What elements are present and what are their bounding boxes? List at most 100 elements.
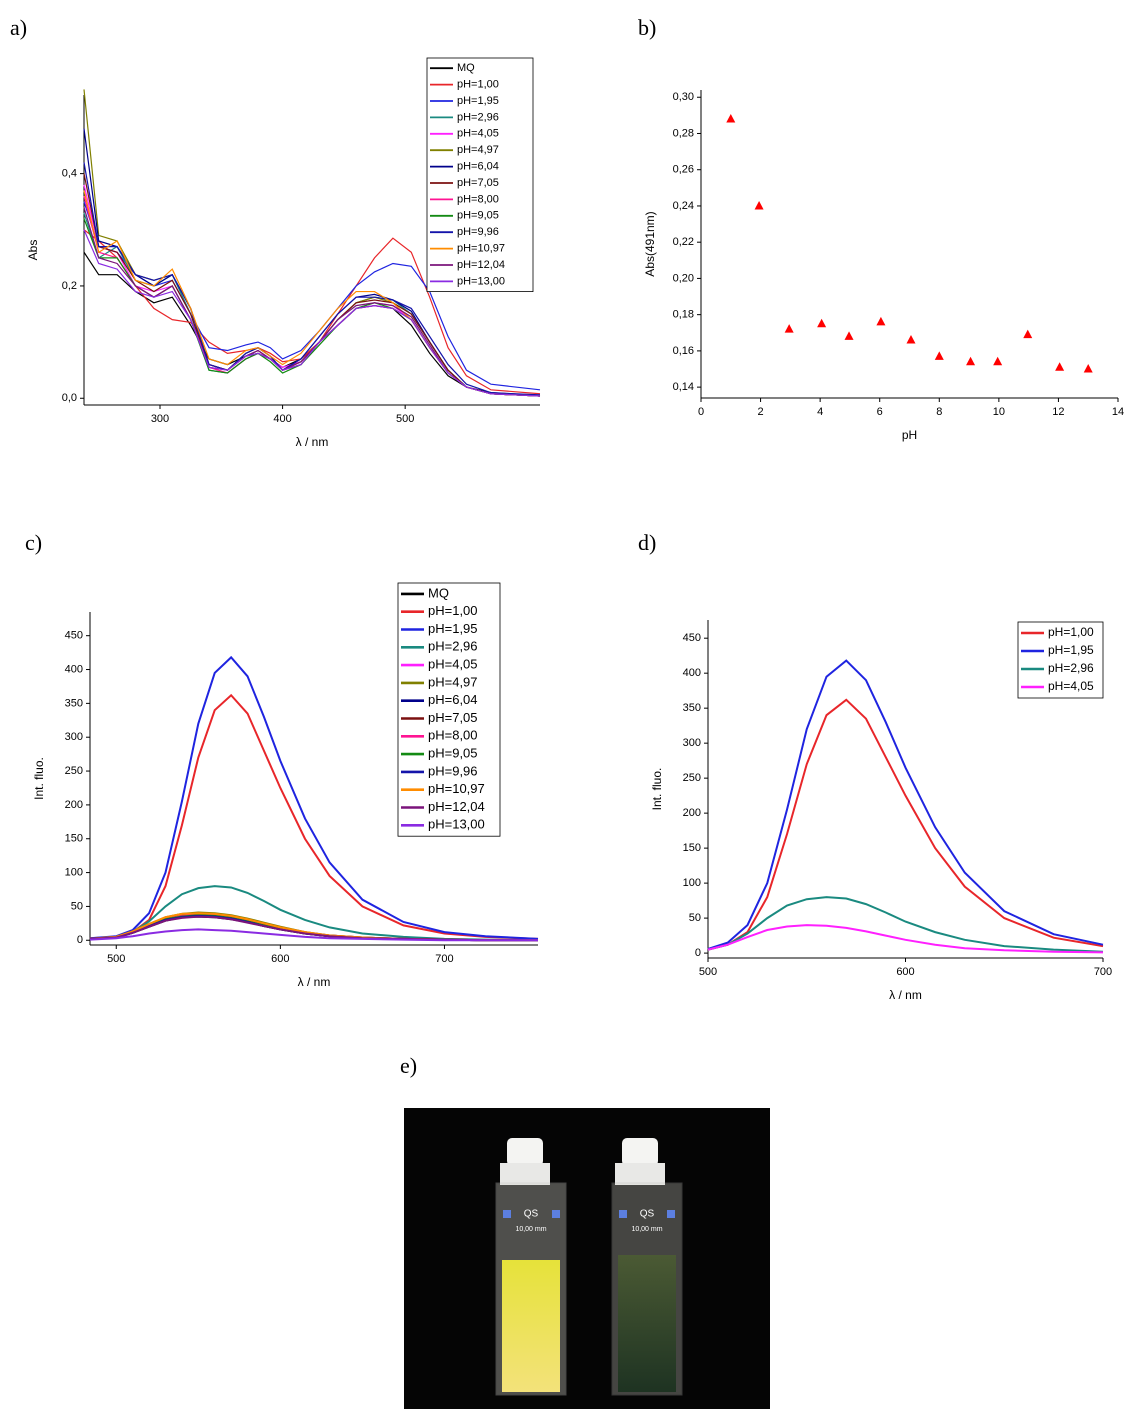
y-axis-label: Abs(491nm) [643,211,657,276]
data-line [83,229,541,397]
chart: a) 300 400 500 0,0 0,2 0,4 λ / nm Abs MQ pH=1,00 pH… [10,15,541,449]
x-tick-label: 500 [699,966,717,978]
y-tick-label: 350 [683,702,701,714]
photo-background [404,1108,770,1409]
legend-label: pH=13,00 [428,817,485,832]
x-tick-label: 700 [1094,966,1112,978]
legend-label: pH=1,00 [457,79,499,91]
x-axis-label: pH [902,428,917,442]
x-tick-label: 700 [435,953,453,965]
y-tick-label: 0,24 [673,200,694,212]
y-tick-label: 400 [65,663,83,675]
y-tick-label: 50 [71,900,83,912]
y-tick-label: 0,14 [673,381,694,393]
legend-label: pH=1,95 [1048,643,1094,657]
data-point [784,324,794,333]
y-tick-label: 400 [683,667,701,679]
panel-label: d) [638,530,656,555]
data-point [966,356,976,366]
x-tick-label: 14 [1112,406,1124,418]
y-tick-label: 50 [689,912,701,924]
y-tick-label: 100 [683,877,701,889]
legend-label: pH=4,97 [457,144,499,156]
data-point [726,113,736,123]
x-tick-label: 2 [758,406,764,418]
legend-label: pH=9,05 [428,746,478,761]
legend-box [397,582,501,837]
legend-box [426,57,534,293]
legend-label: pH=1,00 [428,603,478,618]
x-axis-label: λ / nm [296,435,329,449]
cuvette-label: QS [640,1209,655,1220]
legend-label: pH=9,96 [457,226,499,238]
cuvette: QS 10,00 mm [495,1138,567,1396]
data-point [817,318,827,328]
y-tick-label: 250 [683,772,701,784]
data-point [876,316,886,326]
data-line [707,698,1104,951]
x-tick-label: 8 [936,406,942,418]
y-tick-label: 0,0 [62,392,77,404]
y-tick-label: 300 [65,731,83,743]
y-tick-label: 0,22 [673,236,694,248]
y-axis-label: Int. fluo. [650,768,664,811]
y-tick-label: 450 [683,632,701,644]
y-tick-label: 200 [683,807,701,819]
x-tick-label: 6 [877,406,883,418]
legend-label: pH=9,96 [428,763,478,778]
y-tick-label: 0,18 [673,309,694,321]
chart: c) 500 600 700 0 50 100 150 200 250 300 350 400 450 λ … [25,530,539,989]
legend-label: pH=6,04 [428,692,478,707]
data-line [89,928,538,942]
x-tick-label: 10 [993,406,1005,418]
legend-label: pH=4,05 [1048,679,1094,693]
panel-label: a) [10,15,27,40]
cuvette-label: 10,00 mm [631,1226,662,1233]
data-point [1083,364,1093,373]
legend-label: pH=2,96 [1048,661,1094,675]
y-tick-label: 150 [65,833,83,845]
x-tick-label: 500 [107,953,125,965]
y-tick-label: 450 [65,630,83,642]
y-tick-label: 100 [65,866,83,878]
y-tick-label: 350 [65,697,83,709]
chart: b) 0 2 4 6 8 10 12 14 0,14 0,16 0,18 0,20 0,22 0,24 0,2… [638,15,1124,442]
y-tick-label: 0,26 [673,164,694,176]
legend-label: pH=1,95 [428,621,478,636]
data-point [1055,362,1065,371]
y-tick-label: 300 [683,737,701,749]
y-tick-label: 0,20 [673,272,694,284]
x-tick-label: 300 [151,413,169,425]
legend-label: pH=7,05 [457,177,499,189]
cuvette: QS 10,00 mm [611,1138,683,1396]
y-axis-label: Abs [26,240,40,261]
legend-label: pH=4,05 [457,128,499,140]
panel-label: b) [638,15,656,40]
data-point [844,331,854,340]
legend-label: MQ [457,62,475,74]
y-tick-label: 0,4 [62,168,77,180]
legend-label: pH=1,00 [1048,625,1094,639]
data-point [1023,329,1033,339]
data-point [906,335,916,344]
x-tick-label: 600 [896,966,914,978]
legend-label: MQ [428,585,449,600]
data-line [89,655,539,940]
x-tick-label: 0 [698,406,704,418]
legend-label: pH=7,05 [428,710,478,725]
y-tick-label: 0,2 [62,280,77,292]
y-tick-label: 150 [683,842,701,854]
x-tick-label: 12 [1052,406,1064,418]
legend-label: pH=10,97 [457,243,505,255]
y-tick-label: 0 [695,947,701,959]
panel-label: e) [400,1053,417,1078]
data-line [707,896,1104,953]
y-tick-label: 0 [77,934,83,946]
cuvette-label: 10,00 mm [515,1226,546,1233]
x-tick-label: 4 [817,406,823,418]
legend-label: pH=8,00 [428,728,478,743]
data-point [754,200,764,210]
legend-box [1017,621,1104,699]
legend-label: pH=12,04 [457,259,505,271]
